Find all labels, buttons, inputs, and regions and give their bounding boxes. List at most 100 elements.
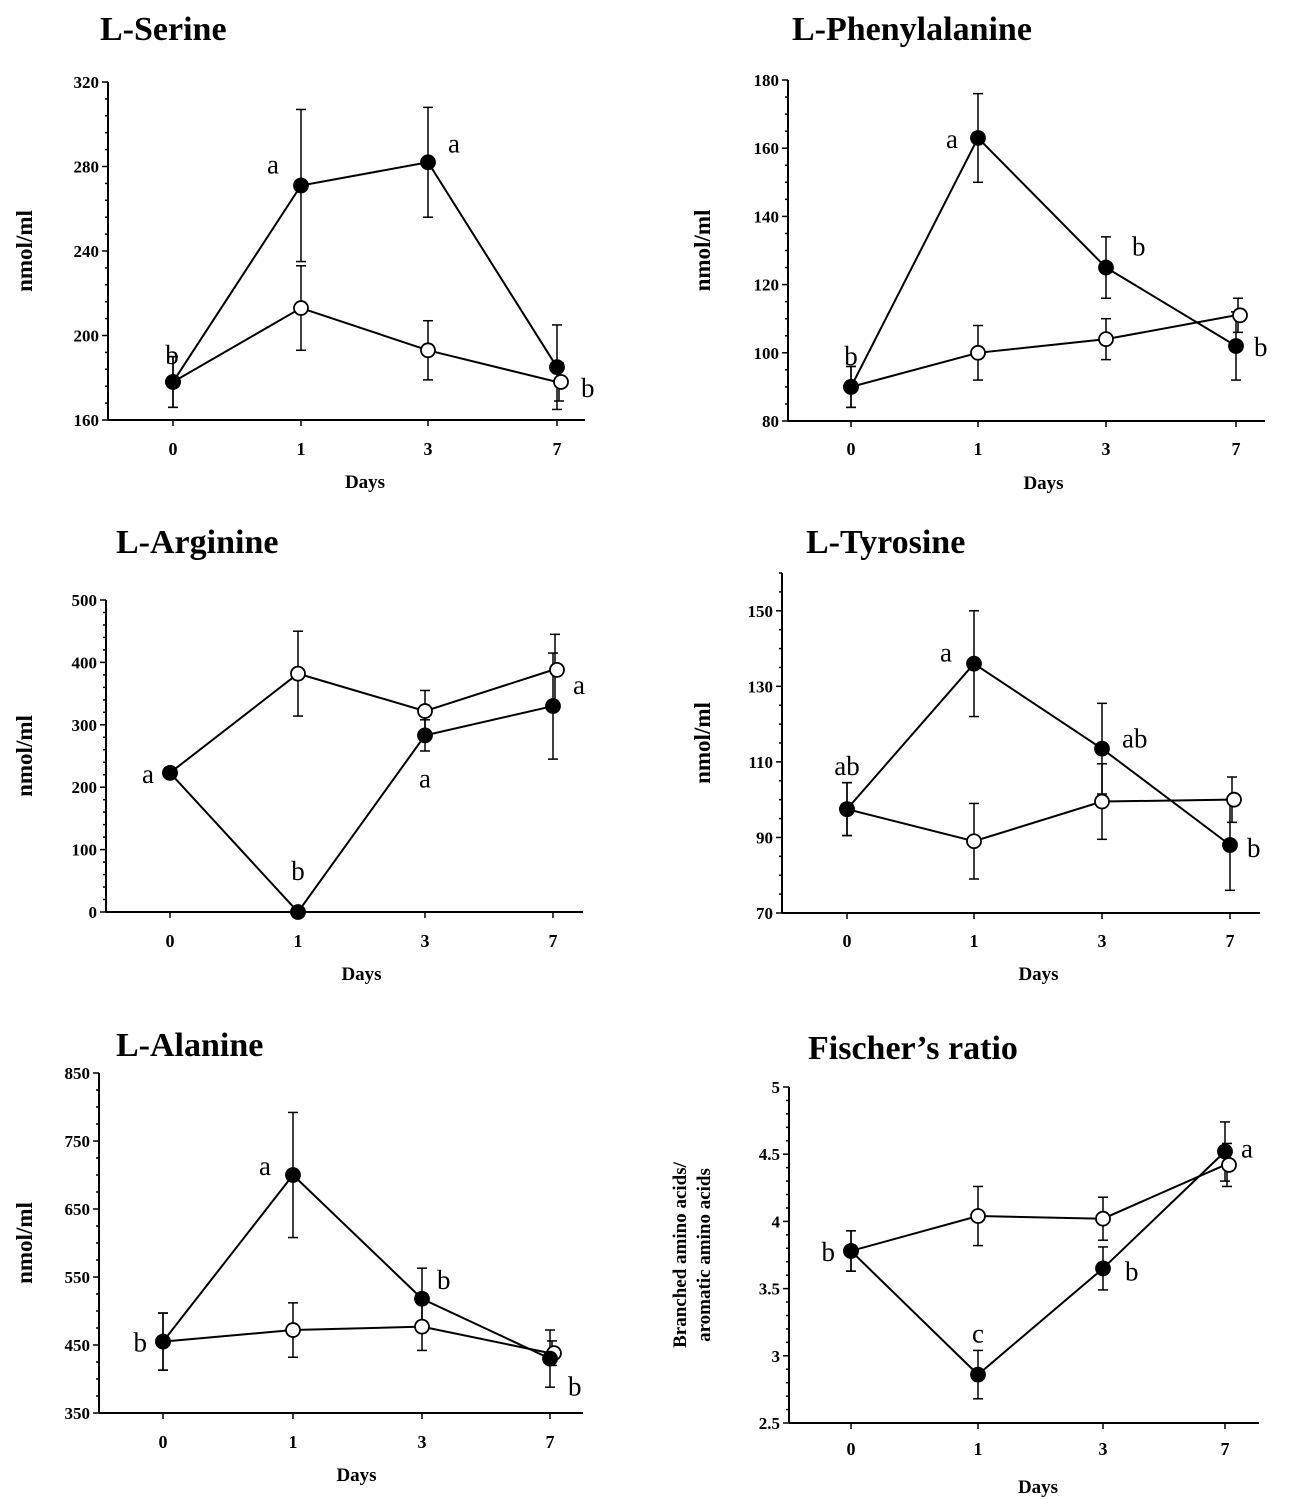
significance-letter: a: [267, 150, 279, 180]
y-tick-label: 70: [756, 904, 773, 923]
significance-letter: ab: [834, 751, 859, 781]
treated-point: [542, 1350, 558, 1367]
x-tick-label: 0: [843, 931, 852, 951]
treated-point: [966, 655, 982, 672]
chart-panel: Fischer’s ratio 2.5 3 3.5 4 4.5 5 0 1 3 7 Days Branc…: [670, 1030, 1259, 1498]
y-axis-label: Branched amino acids/: [670, 1161, 691, 1348]
y-tick-label: 350: [65, 1404, 91, 1423]
y-tick-label: 3.5: [759, 1280, 780, 1299]
control-point: [417, 703, 433, 719]
y-tick-label: 140: [754, 207, 780, 226]
y-tick-label: 300: [72, 716, 98, 735]
y-tick-label: 2.5: [759, 1414, 780, 1433]
chart-panel: L-Phenylalanine 80 100 120 140 160 180 0 1 3 7 Days…: [690, 11, 1268, 494]
control-series-line: [162, 1325, 551, 1355]
control-point: [549, 661, 565, 678]
y-tick-label: 100: [754, 344, 780, 363]
y-tick-label: 150: [748, 602, 774, 621]
control-point: [290, 665, 306, 682]
treated-series-line: [850, 1150, 1226, 1376]
treated-point: [549, 359, 565, 376]
treated-series-line: [850, 136, 1237, 388]
treated-series-line: [846, 662, 1231, 846]
x-tick-label: 1: [970, 931, 979, 951]
y-tick-label: 0: [89, 903, 98, 922]
y-axis-label: nmol/ml: [690, 702, 715, 784]
control-point: [420, 342, 436, 359]
x-tick-label: 3: [1102, 439, 1111, 459]
significance-letter: a: [1241, 1134, 1253, 1164]
treated-point: [843, 1243, 859, 1259]
y-axis-label: nmol/ml: [12, 1202, 37, 1284]
significance-letter: b: [1125, 1256, 1139, 1286]
x-axis-label: Days: [336, 1465, 376, 1486]
control-point: [1221, 1157, 1237, 1173]
x-axis-label: Days: [345, 472, 385, 493]
x-axis-label: Days: [1018, 964, 1058, 985]
y-tick-label: 4.5: [759, 1145, 780, 1164]
chart-title: L-Tyrosine: [806, 524, 965, 561]
x-tick-label: 0: [166, 931, 175, 951]
y-tick-label: 5: [772, 1078, 781, 1097]
significance-letter: b: [1132, 232, 1146, 262]
significance-letter: b: [291, 856, 305, 886]
y-axis-label: nmol/ml: [690, 210, 715, 292]
y-tick-label: 450: [65, 1336, 91, 1355]
chart-title: L-Alanine: [116, 1027, 263, 1064]
treated-point: [1098, 259, 1114, 276]
chart-title: Fischer’s ratio: [808, 1030, 1018, 1067]
y-tick-label: 110: [748, 753, 773, 772]
y-tick-label: 180: [754, 71, 780, 90]
x-axis-label: Days: [1018, 1477, 1058, 1498]
treated-series-line: [162, 1173, 551, 1360]
significance-letter: a: [142, 759, 154, 789]
treated-point: [285, 1167, 301, 1183]
treated-point: [843, 378, 859, 395]
y-axis-label: aromatic amino acids: [694, 1168, 715, 1342]
chart-panel: L-Arginine 0 100 200 300 400 500 0 1 3 7 Days nmol/m…: [12, 524, 585, 985]
x-tick-label: 3: [424, 439, 433, 459]
chart-panel: L-Alanine 350 450 550 650 750 850 0 1 3 7 Days nmol/…: [12, 1027, 583, 1486]
x-tick-label: 1: [974, 439, 983, 459]
y-tick-label: 200: [72, 778, 98, 797]
y-tick-label: 650: [65, 1200, 91, 1219]
significance-letter: b: [844, 341, 858, 371]
treated-point: [165, 374, 181, 390]
y-tick-label: 3: [772, 1347, 781, 1366]
treated-point: [290, 904, 306, 920]
chart-title: L-Phenylalanine: [792, 11, 1032, 48]
significance-letter: b: [581, 373, 595, 403]
treated-point: [293, 177, 309, 194]
significance-letter: a: [259, 1151, 271, 1181]
significance-letter: b: [1254, 332, 1268, 362]
y-axis-label: nmol/ml: [12, 210, 37, 292]
x-tick-label: 0: [847, 439, 856, 459]
control-series-line: [846, 798, 1231, 843]
significance-letter: a: [448, 128, 460, 158]
significance-letter: b: [822, 1237, 836, 1267]
x-tick-label: 7: [1226, 931, 1235, 951]
y-tick-label: 400: [72, 653, 98, 672]
x-tick-label: 0: [169, 439, 178, 459]
control-point: [966, 833, 982, 850]
y-tick-label: 120: [754, 276, 780, 295]
y-tick-label: 80: [762, 412, 779, 431]
significance-letter: a: [573, 670, 585, 700]
y-tick-label: 100: [72, 841, 98, 860]
x-tick-label: 1: [297, 439, 306, 459]
x-tick-label: 0: [159, 1432, 168, 1452]
x-tick-label: 0: [847, 1439, 856, 1459]
control-series-line: [172, 306, 558, 383]
control-point: [1232, 307, 1248, 324]
x-tick-label: 3: [1098, 931, 1107, 951]
control-point: [1095, 1210, 1111, 1227]
treated-point: [1094, 740, 1110, 757]
x-tick-label: 7: [1232, 439, 1241, 459]
x-tick-label: 1: [974, 1439, 983, 1459]
control-point: [1094, 793, 1110, 810]
control-point: [970, 1208, 986, 1224]
control-series-line: [169, 668, 554, 774]
chart-title: L-Arginine: [116, 524, 278, 561]
y-tick-label: 750: [65, 1132, 91, 1151]
